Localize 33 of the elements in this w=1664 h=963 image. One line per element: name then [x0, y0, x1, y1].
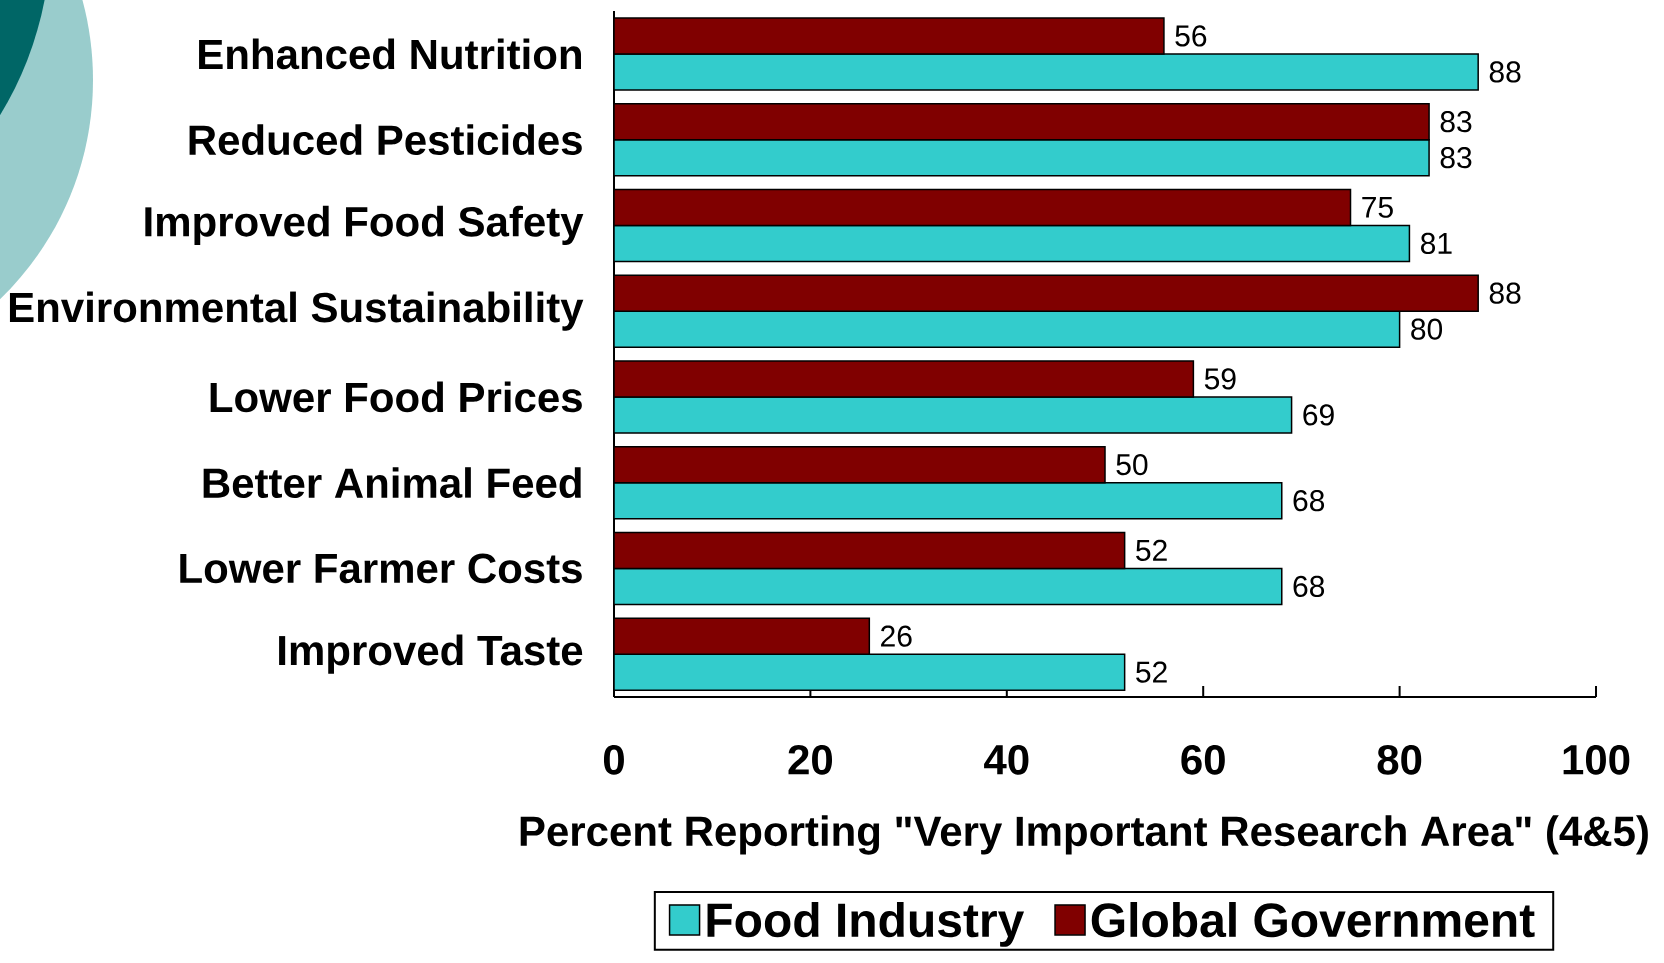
- x-tick-label: 0: [603, 744, 624, 775]
- x-tick-label: 20: [788, 744, 833, 775]
- y-tick-label: Improved Taste: [279, 634, 583, 674]
- y-tick-label: Reduced Pesticides: [189, 124, 582, 156]
- data-label: 52: [1136, 661, 1167, 683]
- data-label: 26: [881, 625, 912, 647]
- data-label: 83: [1440, 147, 1472, 169]
- data-label: 68: [1293, 490, 1325, 512]
- x-tick-label: 60: [1181, 744, 1225, 775]
- y-tick-label: Environmental Sustainability: [9, 291, 584, 331]
- x-axis-title: Percent Reporting "Very Important Research Area" (4&5): [520, 815, 1648, 855]
- y-tick-label: Lower Farmer Costs: [180, 553, 582, 584]
- data-label: 75: [1362, 196, 1393, 218]
- data-label: 88: [1489, 61, 1521, 83]
- legend-label: Food Industry: [707, 902, 1025, 947]
- y-tick-label: Enhanced Nutrition: [199, 38, 581, 70]
- data-label: 50: [1116, 454, 1148, 476]
- x-tick-label: 80: [1377, 744, 1422, 775]
- y-tick-label: Lower Food Prices: [210, 381, 582, 413]
- data-label: 68: [1293, 575, 1325, 597]
- legend-label: Global Government: [1091, 902, 1535, 938]
- data-label: 80: [1411, 318, 1443, 340]
- data-label: 88: [1489, 282, 1521, 304]
- data-label: 52: [1136, 539, 1167, 561]
- data-label: 56: [1175, 25, 1207, 47]
- y-tick-label: Better Animal Feed: [203, 467, 581, 499]
- x-tick-label: 100: [1563, 744, 1630, 775]
- data-label: 59: [1204, 368, 1236, 390]
- data-label: 81: [1420, 232, 1452, 254]
- data-label: 83: [1440, 111, 1472, 133]
- data-label: 69: [1303, 404, 1334, 426]
- y-tick-label: Improved Food Safety: [145, 205, 584, 245]
- x-tick-label: 40: [984, 744, 1029, 775]
